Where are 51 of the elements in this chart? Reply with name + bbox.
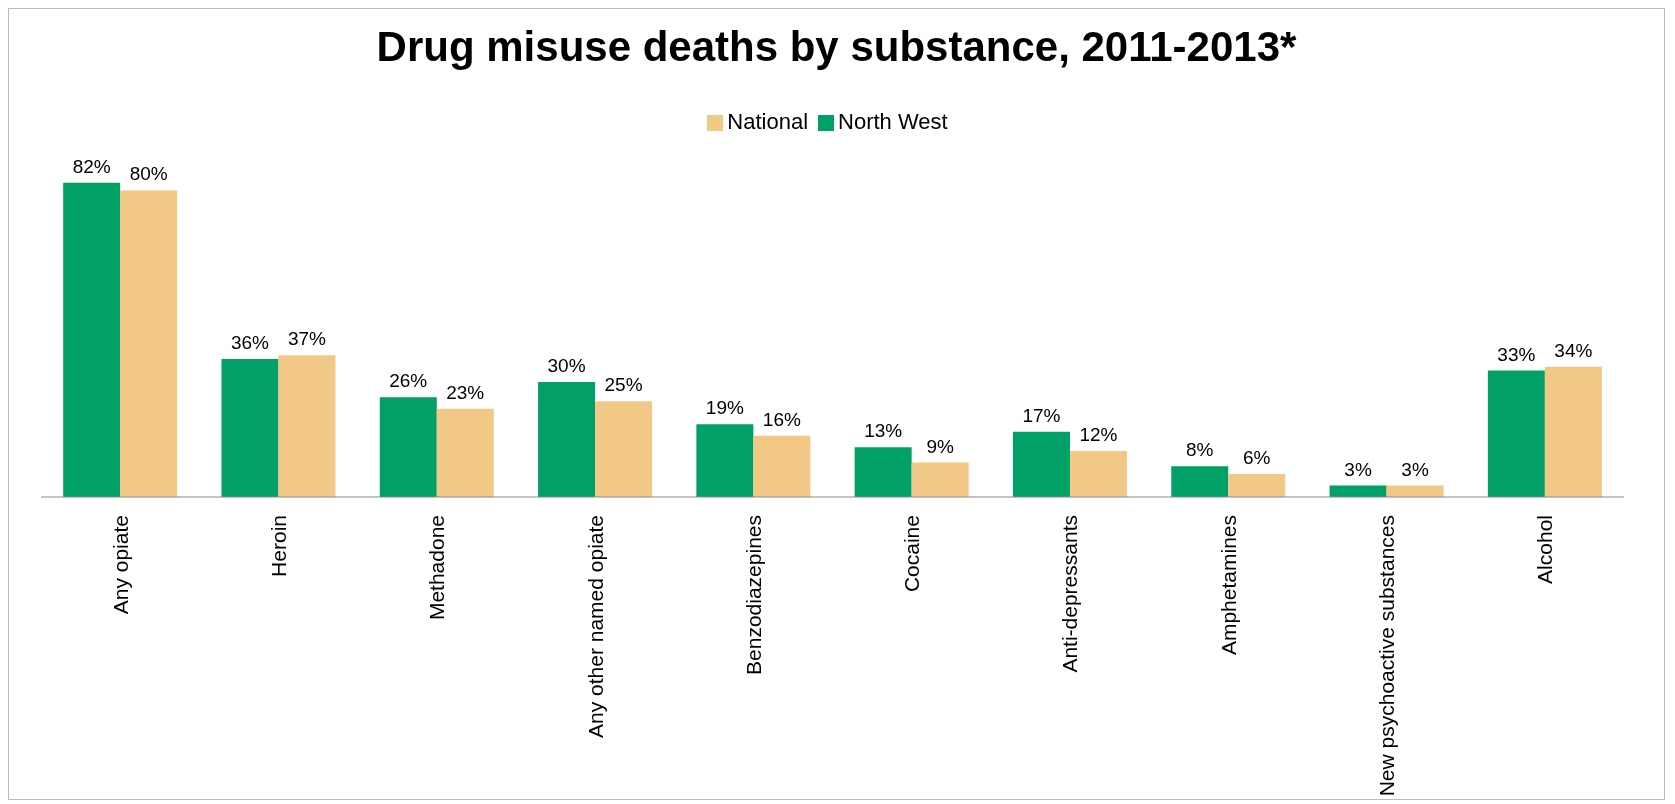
x-tick-label: Heroin (266, 515, 290, 577)
data-label: 3% (1344, 458, 1372, 480)
x-tick-label: Methadone (425, 515, 449, 621)
bar (595, 401, 653, 497)
x-tick-label: Any opiate (108, 515, 132, 615)
data-label: 23% (446, 381, 485, 403)
data-label: 80% (129, 163, 168, 185)
bar (1171, 466, 1229, 497)
legend-label: National (727, 109, 809, 134)
data-label: 33% (1497, 343, 1536, 365)
bar (696, 424, 754, 497)
legend-label: North West (838, 109, 948, 134)
bar (221, 359, 279, 497)
bar (854, 447, 912, 497)
bar (538, 382, 596, 497)
bar (278, 355, 336, 497)
bar (1228, 474, 1286, 497)
bar (1012, 431, 1070, 497)
data-label: 12% (1079, 424, 1118, 446)
data-label: 13% (864, 420, 903, 442)
bar (753, 435, 811, 497)
data-label: 25% (604, 374, 643, 396)
bar (911, 462, 969, 497)
bar (1487, 370, 1545, 497)
bar (63, 182, 121, 497)
data-label: 36% (230, 332, 270, 354)
data-label: 17% (1022, 404, 1061, 426)
chart-title: Drug misuse deaths by substance, 2011-2013* (375, 23, 1298, 71)
x-tick-label: New psychoactive substances (1375, 515, 1399, 797)
bar (1069, 451, 1127, 497)
data-label: 82% (72, 155, 111, 177)
x-tick-label: Benzodiazepines (741, 515, 765, 675)
data-label: 34% (1554, 339, 1593, 361)
x-tick-label: Alcohol (1533, 515, 1557, 584)
x-tick-label: Any other named opiate (583, 515, 607, 738)
x-tick-label: Amphetamines (1216, 515, 1240, 656)
data-label: 26% (389, 370, 428, 392)
data-label: 9% (926, 435, 954, 457)
data-label: 3% (1401, 458, 1429, 480)
x-tick-label: Cocaine (900, 515, 924, 593)
data-label: 16% (762, 408, 801, 430)
bar (379, 397, 437, 497)
bar (1544, 366, 1602, 497)
x-tick-label: Anti-depressants (1058, 515, 1082, 673)
data-label: 8% (1186, 439, 1214, 461)
data-label: 19% (705, 397, 744, 419)
bar (436, 408, 494, 497)
data-label: 37% (287, 328, 327, 350)
bar (120, 190, 178, 497)
data-label: 30% (547, 355, 586, 377)
data-label: 6% (1243, 447, 1271, 468)
